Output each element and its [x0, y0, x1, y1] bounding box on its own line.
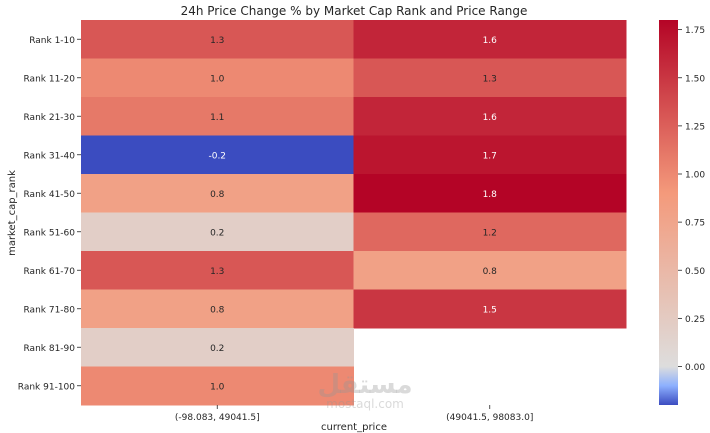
heatmap-cell: [353, 212, 627, 252]
cell-value-label: 0.2: [210, 228, 224, 238]
cell-value-label: 1.6: [483, 113, 498, 123]
heatmap-cell: [81, 97, 354, 136]
heatmap-cell: [81, 251, 354, 290]
heatmap-cell: [81, 289, 354, 329]
x-tick-label: (-98.083, 49041.5]: [175, 413, 260, 423]
colorbar-fill: [659, 20, 678, 405]
colorbar-tick-label: 0.25: [685, 315, 705, 325]
cell-value-label: 1.5: [483, 305, 497, 315]
y-tick-label: Rank 11-20: [24, 74, 76, 84]
cell-value-label: -0.2: [208, 151, 226, 161]
cell-value-label: 1.3: [210, 36, 224, 46]
chart-title: 24h Price Change % by Market Cap Rank an…: [181, 4, 528, 18]
x-axis-label: current_price: [321, 422, 387, 433]
y-tick-label: Rank 21-30: [24, 113, 76, 123]
y-axis-label: market_cap_rank: [7, 170, 18, 256]
heatmap-cell: [81, 174, 354, 213]
colorbar-tick-label: 1.00: [685, 171, 705, 181]
heatmap-cell: [353, 58, 627, 98]
watermark: مستقل mostaql.com: [300, 372, 430, 410]
heatmap-cell: [81, 20, 354, 59]
y-tick-label: Rank 61-70: [24, 267, 76, 277]
heatmap-cell: [81, 58, 354, 98]
colorbar-tick-label: 0.75: [685, 219, 705, 229]
heatmap-cell: [81, 135, 354, 175]
cell-value-label: 0.8: [483, 267, 498, 277]
cell-value-label: 1.8: [483, 190, 498, 200]
heatmap-cell: [81, 366, 354, 406]
y-tick-label: Rank 71-80: [24, 305, 76, 315]
y-tick-label: Rank 91-100: [18, 382, 75, 392]
y-tick-label: Rank 31-40: [24, 151, 76, 161]
cell-value-label: 1.6: [483, 36, 498, 46]
cell-value-label: 1.0: [210, 382, 225, 392]
cell-value-label: 1.1: [210, 113, 224, 123]
colorbar-tick-label: 0.00: [685, 363, 705, 373]
cell-value-label: 1.0: [210, 74, 225, 84]
colorbar-tick-label: 0.50: [685, 267, 705, 277]
y-tick-labels: Rank 1-10 Rank 11-20 Rank 21-30 Rank 31-40 R…: [18, 36, 81, 392]
heatmap-cell: [81, 212, 354, 252]
cell-value-label: 1.3: [210, 267, 224, 277]
cell-value-label: 0.2: [210, 344, 224, 354]
cell-value-label: 1.3: [483, 74, 497, 84]
heatmap-cell: [353, 20, 627, 59]
colorbar-tick-label: 1.25: [685, 122, 705, 132]
x-tick-label: (49041.5, 98083.0]: [446, 413, 533, 423]
x-tick-labels: (-98.083, 49041.5] (49041.5, 98083.0]: [175, 405, 533, 423]
y-tick-label: Rank 1-10: [29, 36, 75, 46]
heatmap-cell: [353, 174, 627, 213]
heatmap-cells: 1.3 1.6 1.0 1.3 1.1 1.6 -0.2 1.7 0.8 1.8 0.2 1.2 1.3…: [81, 20, 627, 406]
cell-value-label: 0.8: [210, 305, 225, 315]
colorbar: 0.00 0.25 0.50 0.75 1.00 1.25 1.50 1.75: [659, 20, 705, 405]
heatmap-cell: [353, 97, 627, 136]
watermark-latin: mostaql.com: [326, 397, 404, 411]
watermark-arabic: مستقل: [317, 370, 413, 400]
heatmap-cell: [353, 289, 627, 329]
y-tick-label: Rank 41-50: [24, 190, 76, 200]
colorbar-tick-label: 1.50: [685, 74, 705, 84]
heatmap-cell: [81, 328, 354, 367]
y-tick-label: Rank 81-90: [24, 344, 76, 354]
heatmap-cell: [353, 251, 627, 290]
cell-value-label: 1.7: [483, 151, 497, 161]
cell-value-label: 0.8: [210, 190, 225, 200]
colorbar-tick-label: 1.75: [685, 26, 705, 36]
heatmap-cell: [353, 135, 627, 175]
cell-value-label: 1.2: [483, 228, 497, 238]
y-tick-label: Rank 51-60: [24, 228, 76, 238]
